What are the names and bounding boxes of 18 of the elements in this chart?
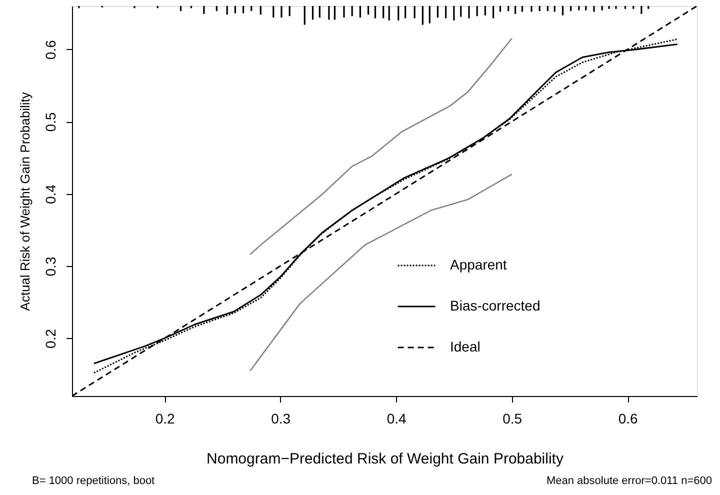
- y-tick-label: 0.4: [42, 184, 58, 204]
- legend-label: Bias-corrected: [450, 298, 540, 314]
- x-tick-label: 0.6: [618, 410, 638, 426]
- x-tick-label: 0.2: [155, 410, 176, 426]
- text: B= 1000 repetitions, boot: [32, 475, 155, 487]
- x-tick-label: 0.4: [386, 410, 407, 426]
- x-tick-label: 0.5: [502, 410, 522, 426]
- line-series: [250, 38, 512, 256]
- y-axis-title: Actual Risk of Weight Gain Probability: [18, 92, 32, 311]
- y-tick-label: 0.3: [42, 256, 58, 276]
- y-tick-label: 0.2: [42, 328, 58, 348]
- x-axis-title: Nomogram−Predicted Risk of Weight Gain Probability: [206, 450, 564, 468]
- y-tick-label: 0.5: [42, 112, 58, 132]
- legend-label: Ideal: [450, 338, 480, 354]
- y-tick-label: 0.6: [42, 40, 58, 60]
- legend-label: Apparent: [450, 256, 507, 272]
- text: Mean absolute error=0.011 n=600: [546, 475, 712, 487]
- x-tick-label: 0.3: [271, 410, 291, 426]
